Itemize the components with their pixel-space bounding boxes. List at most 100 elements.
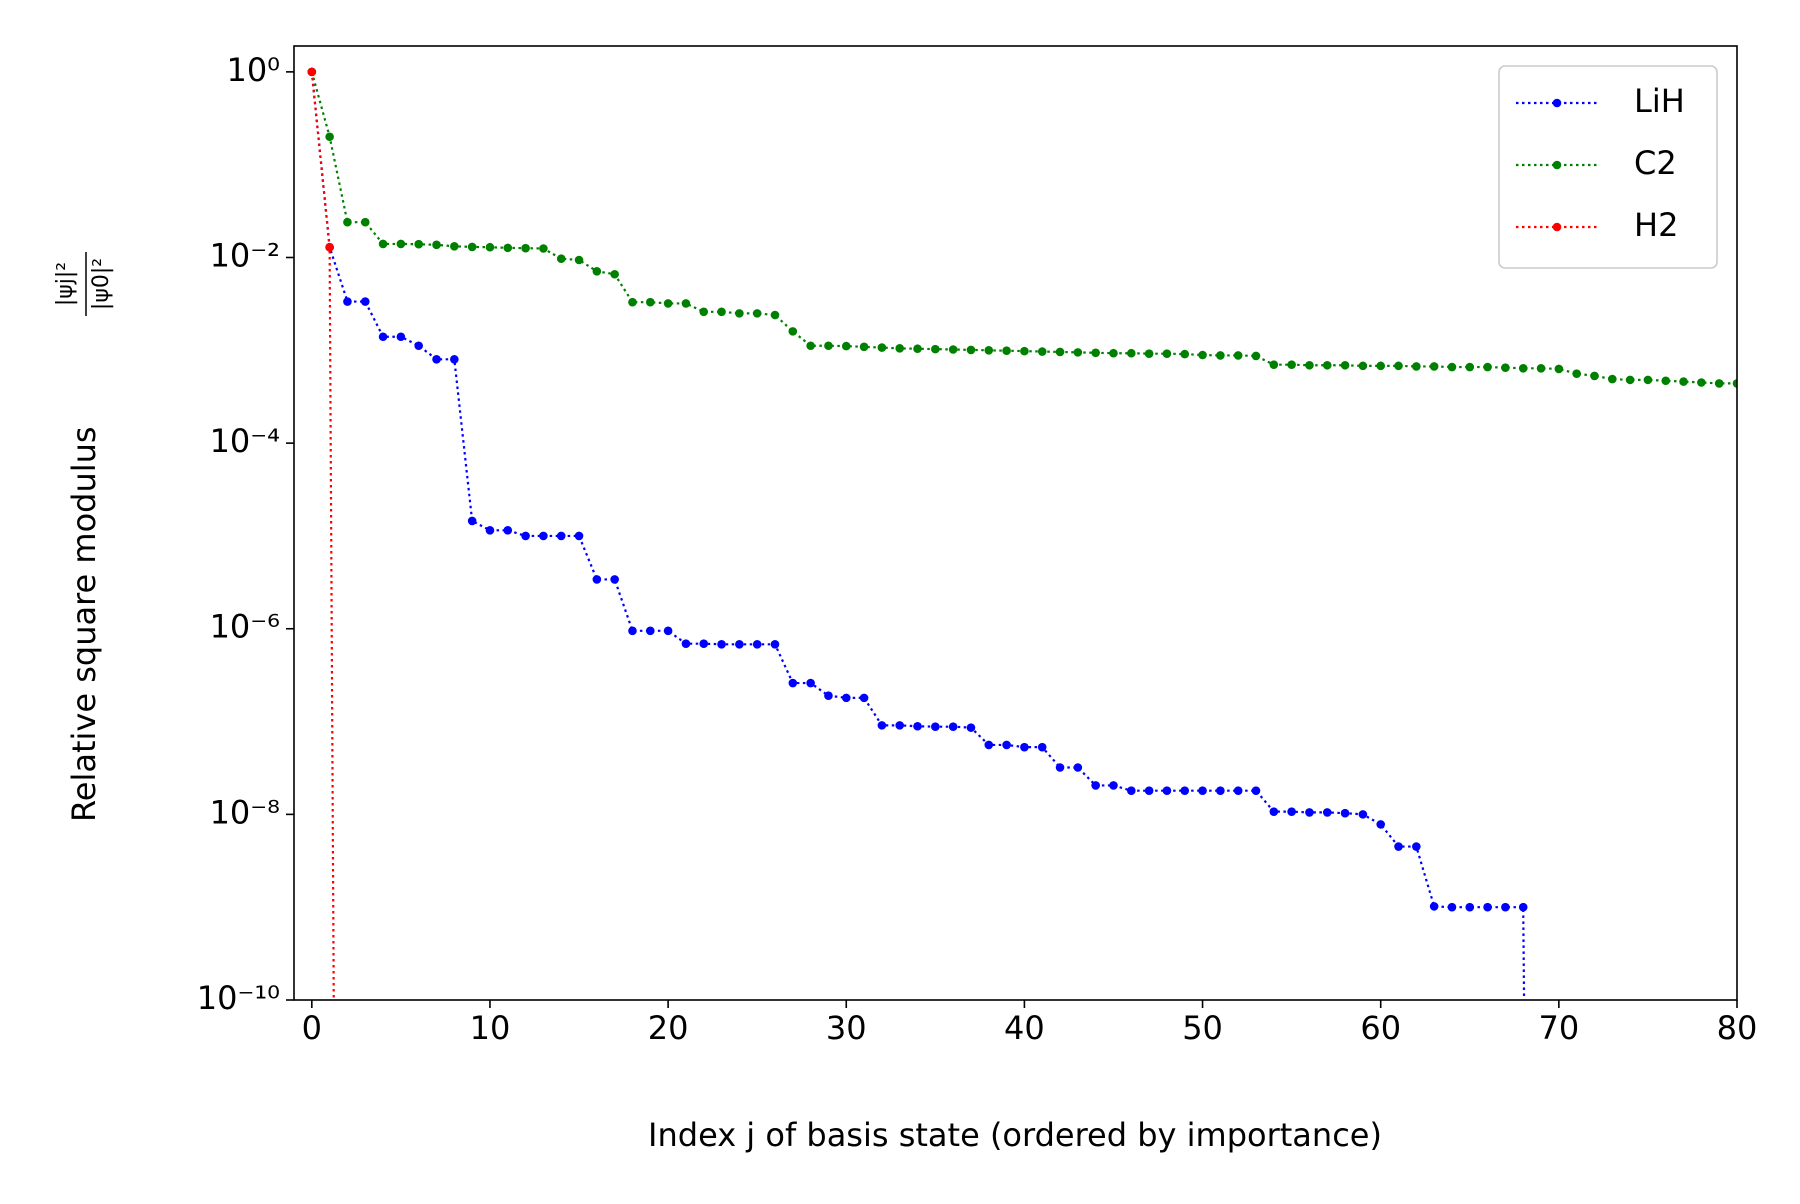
data-point bbox=[806, 341, 815, 351]
data-point bbox=[1287, 360, 1296, 369]
x-tick-label: 70 bbox=[1538, 1009, 1579, 1047]
data-point bbox=[1126, 348, 1136, 358]
data-point bbox=[1590, 371, 1599, 381]
data-point bbox=[877, 721, 887, 730]
data-point bbox=[1358, 361, 1368, 371]
data-point bbox=[966, 723, 976, 732]
data-point bbox=[503, 243, 513, 253]
data-point bbox=[984, 740, 994, 750]
data-point bbox=[396, 332, 406, 342]
data-point bbox=[1233, 351, 1243, 360]
data-point bbox=[325, 242, 334, 252]
data-point bbox=[1518, 363, 1528, 373]
data-point bbox=[485, 242, 495, 252]
data-point bbox=[1073, 348, 1083, 357]
data-point bbox=[1322, 360, 1332, 370]
data-point bbox=[1643, 375, 1653, 385]
data-point bbox=[1020, 346, 1029, 356]
data-point bbox=[378, 239, 388, 249]
data-point bbox=[1091, 781, 1100, 790]
legend-label: C2 bbox=[1634, 144, 1677, 182]
data-point bbox=[699, 307, 709, 317]
data-point bbox=[948, 345, 958, 354]
data-point bbox=[628, 626, 637, 636]
data-point bbox=[432, 355, 441, 364]
data-point bbox=[966, 345, 976, 355]
legend-box bbox=[1498, 65, 1718, 269]
data-point bbox=[592, 575, 602, 584]
data-point bbox=[574, 255, 584, 265]
data-point bbox=[1412, 362, 1421, 371]
data-point bbox=[1269, 807, 1279, 816]
y-axis-label-group: Relative square modulus |ψj|² |ψ0|² bbox=[53, 252, 114, 822]
data-point bbox=[824, 341, 833, 351]
x-tick-label: 20 bbox=[648, 1009, 689, 1047]
data-point bbox=[752, 639, 762, 649]
data-point bbox=[1714, 379, 1724, 388]
data-point bbox=[432, 240, 441, 250]
x-tick-label: 0 bbox=[302, 1009, 322, 1047]
legend-label: LiH bbox=[1634, 82, 1685, 120]
data-point bbox=[414, 239, 424, 249]
data-point bbox=[1447, 902, 1457, 912]
data-point bbox=[1501, 902, 1510, 912]
data-point bbox=[1554, 364, 1564, 374]
data-point bbox=[663, 299, 673, 308]
data-point bbox=[948, 722, 958, 732]
data-point bbox=[360, 297, 370, 306]
data-point bbox=[1465, 902, 1475, 912]
x-tick-label: 60 bbox=[1360, 1009, 1401, 1047]
data-point bbox=[1518, 902, 1528, 912]
data-point bbox=[1501, 363, 1510, 372]
data-point bbox=[1162, 786, 1172, 795]
data-point bbox=[1002, 346, 1011, 356]
x-tick-label: 50 bbox=[1182, 1009, 1223, 1047]
data-point bbox=[1358, 810, 1368, 819]
data-point bbox=[556, 531, 566, 541]
data-point bbox=[735, 309, 744, 318]
data-point bbox=[717, 639, 726, 649]
x-tick-label: 40 bbox=[1004, 1009, 1045, 1047]
data-point bbox=[1037, 347, 1047, 356]
data-point bbox=[1376, 820, 1386, 829]
data-point bbox=[343, 297, 352, 306]
data-point bbox=[1251, 351, 1261, 361]
data-point bbox=[1536, 363, 1546, 373]
legend-label: H2 bbox=[1634, 206, 1678, 244]
x-tick-label: 30 bbox=[826, 1009, 867, 1047]
data-point bbox=[574, 531, 584, 541]
data-point bbox=[1376, 361, 1386, 371]
data-point bbox=[1198, 786, 1207, 795]
data-point bbox=[1002, 740, 1011, 750]
x-tick-label: 10 bbox=[470, 1009, 511, 1047]
data-point bbox=[1429, 902, 1439, 911]
data-point bbox=[1322, 808, 1332, 817]
data-point bbox=[1073, 763, 1083, 772]
data-point bbox=[1625, 375, 1635, 385]
data-point bbox=[521, 243, 530, 253]
data-point bbox=[1162, 349, 1172, 358]
data-point bbox=[877, 343, 887, 352]
data-point bbox=[1037, 742, 1047, 752]
data-point bbox=[1394, 361, 1403, 371]
data-point bbox=[859, 693, 869, 703]
data-point bbox=[539, 244, 548, 253]
data-point bbox=[628, 297, 637, 307]
data-point bbox=[610, 269, 619, 279]
data-point bbox=[841, 693, 851, 703]
data-point bbox=[931, 344, 940, 354]
data-point bbox=[1465, 362, 1475, 372]
data-point bbox=[396, 239, 406, 249]
data-point bbox=[1429, 362, 1439, 371]
data-point bbox=[681, 639, 691, 649]
data-point bbox=[1269, 360, 1279, 369]
data-point bbox=[450, 242, 459, 251]
data-point bbox=[325, 132, 334, 142]
data-point bbox=[1144, 349, 1154, 358]
data-point bbox=[1394, 842, 1403, 851]
data-point bbox=[645, 626, 655, 636]
data-point bbox=[556, 254, 566, 264]
data-point bbox=[610, 575, 619, 584]
